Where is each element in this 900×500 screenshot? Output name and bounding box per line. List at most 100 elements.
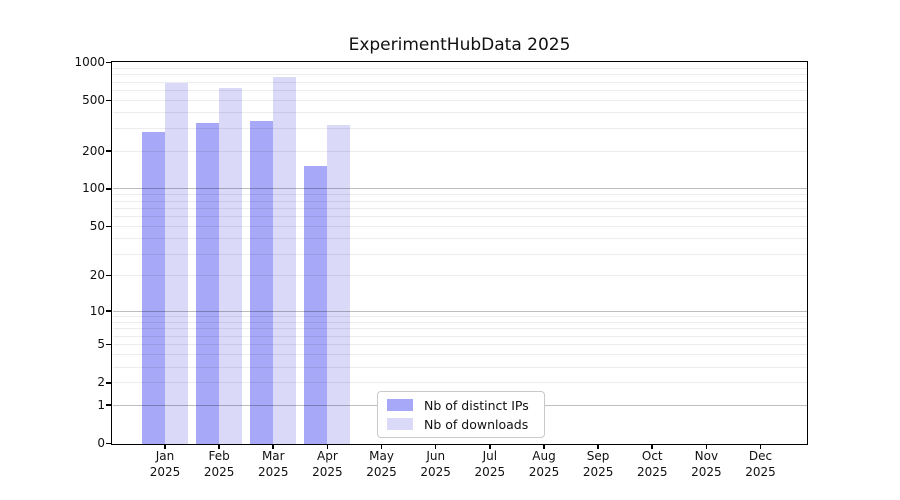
decade-gridline-100 xyxy=(112,188,807,190)
bar-jan-distinct-ips xyxy=(142,131,165,444)
minor-gridline-400 xyxy=(112,112,807,114)
bar-feb-downloads xyxy=(219,87,243,444)
month-name: Dec xyxy=(748,449,773,463)
y-tick-200 xyxy=(106,150,111,152)
bar-jan-downloads xyxy=(165,82,188,444)
bar-apr-distinct-ips xyxy=(304,166,328,444)
month-year: 2025 xyxy=(582,464,614,479)
minor-gridline-40 xyxy=(112,238,807,240)
y-tick-20 xyxy=(106,274,111,277)
x-tick-label-jan: Jan 2025 xyxy=(137,449,193,480)
y-tick-label-2: 2 xyxy=(97,375,105,390)
bar-feb-distinct-ips xyxy=(196,122,220,444)
month-year: 2025 xyxy=(257,464,289,479)
month-year: 2025 xyxy=(528,464,560,479)
x-tick-oct xyxy=(651,444,654,450)
y-tick-label-10: 10 xyxy=(89,303,105,318)
month-name: Sep xyxy=(586,449,610,463)
month-name: Jun xyxy=(426,449,446,463)
x-tick-jul xyxy=(489,444,491,450)
month-year: 2025 xyxy=(366,464,397,479)
y-tick-label-1: 1 xyxy=(97,397,105,412)
month-year: 2025 xyxy=(420,464,451,479)
y-tick-label-0: 0 xyxy=(97,436,105,450)
month-year: 2025 xyxy=(745,464,776,479)
minor-gridline-8 xyxy=(112,321,807,323)
y-tick-0 xyxy=(106,442,111,445)
minor-gridline-90 xyxy=(112,194,807,196)
x-tick-jun xyxy=(434,444,437,450)
month-name: Jan xyxy=(155,449,175,463)
y-tick-5 xyxy=(106,343,111,346)
minor-gridline-7 xyxy=(112,328,807,330)
month-name: Oct xyxy=(641,449,663,463)
month-name: Mar xyxy=(261,449,285,463)
x-tick-label-feb: Feb 2025 xyxy=(191,449,247,480)
y-tick-label-100: 100 xyxy=(82,181,105,196)
y-tick-label-50: 50 xyxy=(89,219,105,234)
legend-swatch-downloads xyxy=(387,417,413,431)
minor-gridline-50 xyxy=(112,226,807,228)
x-tick-label-mar: Mar 2025 xyxy=(245,449,301,480)
y-tick-100 xyxy=(106,188,111,190)
month-name: Nov xyxy=(694,449,719,463)
minor-gridline-5 xyxy=(112,344,807,346)
minor-gridline-3 xyxy=(112,366,807,368)
legend: Nb of distinct IPs Nb of downloads xyxy=(377,391,545,438)
minor-gridline-9 xyxy=(112,316,807,318)
minor-gridline-60 xyxy=(112,216,807,218)
month-year: 2025 xyxy=(312,464,343,479)
chart-title: ExperimentHubData 2025 xyxy=(348,35,571,55)
minor-gridline-600 xyxy=(112,90,807,92)
x-tick-label-jun: Jun 2025 xyxy=(408,449,464,480)
minor-gridline-30 xyxy=(112,253,807,255)
month-name: Aug xyxy=(532,449,556,463)
legend-item-distinct-ips: Nb of distinct IPs xyxy=(387,398,544,413)
bar-apr-downloads xyxy=(327,124,351,444)
month-year: 2025 xyxy=(691,464,722,479)
y-tick-1000 xyxy=(106,61,111,64)
month-name: Jul xyxy=(482,449,498,463)
x-tick-aug xyxy=(543,444,545,450)
bar-mar-downloads xyxy=(273,76,297,444)
x-tick-dec xyxy=(759,444,762,450)
minor-gridline-4 xyxy=(112,354,807,356)
y-tick-50 xyxy=(106,225,111,228)
minor-gridline-200 xyxy=(112,150,807,152)
y-tick-2 xyxy=(106,382,111,384)
minor-gridline-800 xyxy=(112,74,807,76)
minor-gridline-300 xyxy=(112,128,807,130)
y-tick-500 xyxy=(106,99,111,102)
y-tick-label-500: 500 xyxy=(82,93,105,108)
month-name: May xyxy=(369,449,394,463)
y-tick-label-1000: 1000 xyxy=(74,55,105,69)
decade-gridline-10 xyxy=(112,310,807,312)
y-tick-label-5: 5 xyxy=(97,337,105,352)
x-tick-nov xyxy=(705,444,708,450)
x-tick-label-jul: Jul 2025 xyxy=(462,449,518,480)
month-year: 2025 xyxy=(636,464,668,479)
y-tick-10 xyxy=(106,310,111,313)
x-tick-label-nov: Nov 2025 xyxy=(678,449,734,480)
month-year: 2025 xyxy=(474,464,506,479)
bar-mar-distinct-ips xyxy=(250,121,274,444)
minor-gridline-700 xyxy=(112,81,807,83)
minor-gridline-80 xyxy=(112,200,807,202)
x-tick-feb xyxy=(218,444,220,450)
minor-gridline-20 xyxy=(112,275,807,277)
x-tick-sep xyxy=(597,444,599,450)
legend-swatch-distinct-ips xyxy=(387,398,413,412)
y-tick-1 xyxy=(106,404,111,407)
legend-label-distinct-ips: Nb of distinct IPs xyxy=(424,397,529,413)
x-tick-label-may: May 2025 xyxy=(354,449,410,480)
x-tick-label-sep: Sep 2025 xyxy=(570,449,626,480)
x-tick-label-oct: Oct 2025 xyxy=(624,449,680,480)
minor-gridline-6 xyxy=(112,335,807,337)
legend-label-downloads: Nb of downloads xyxy=(424,416,529,432)
month-name: Feb xyxy=(208,449,230,463)
x-tick-apr xyxy=(326,444,329,450)
plot-area xyxy=(112,63,807,444)
x-tick-label-aug: Aug 2025 xyxy=(516,449,572,480)
minor-gridline-2 xyxy=(112,382,807,384)
